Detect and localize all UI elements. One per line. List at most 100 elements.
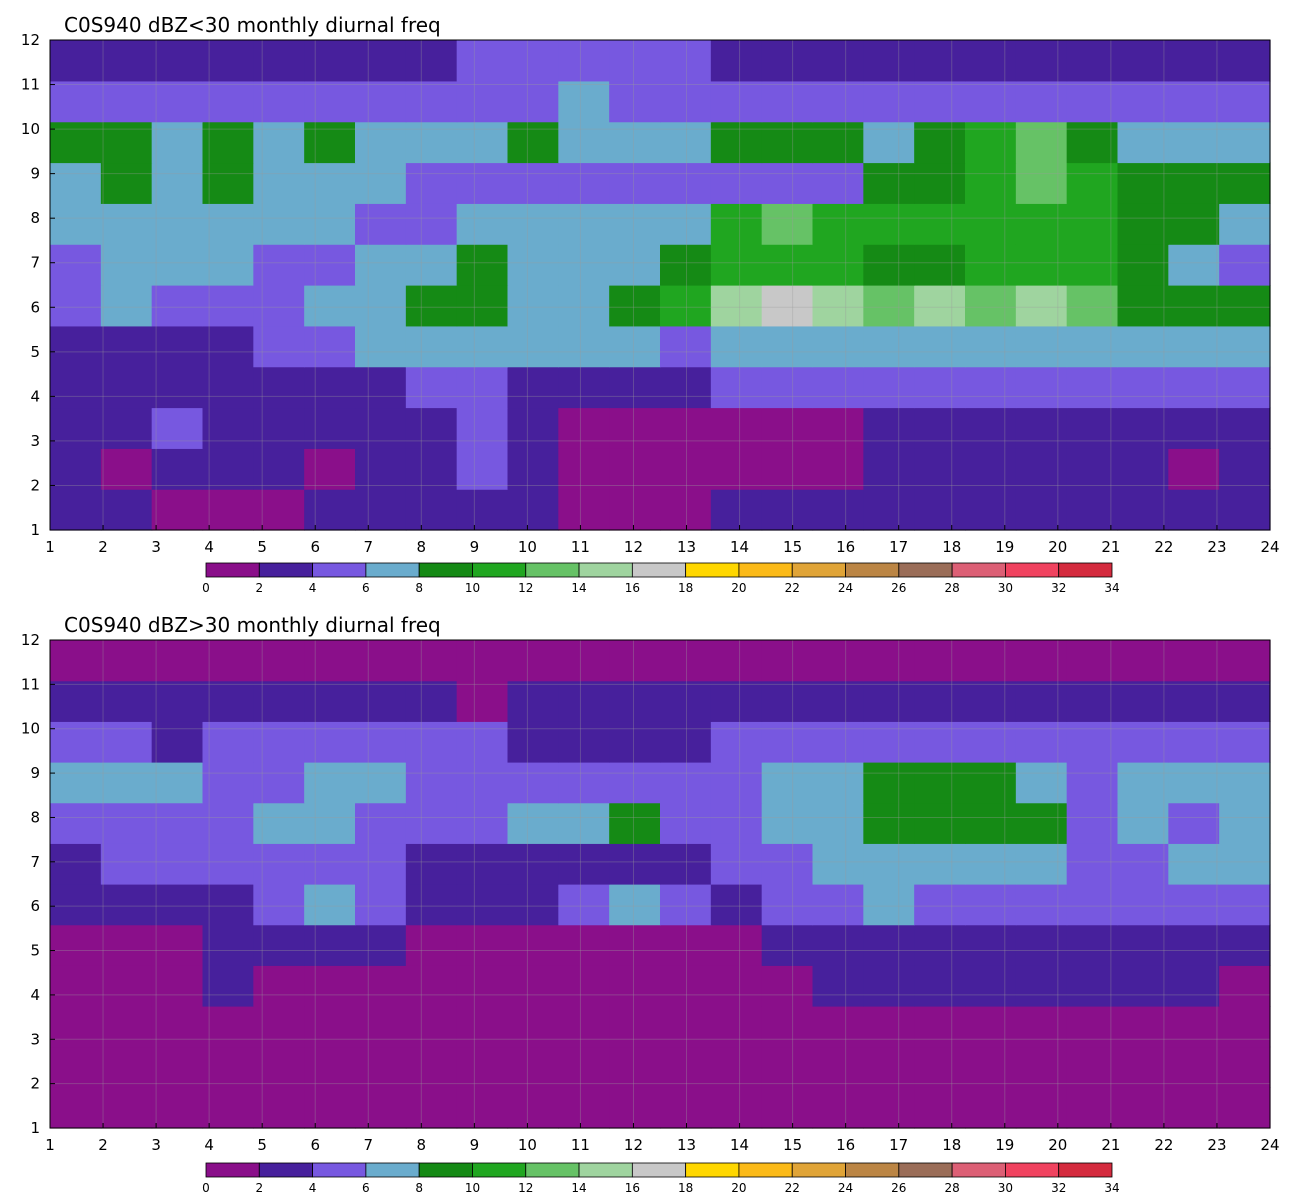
contour-cell [405, 640, 458, 682]
contour-cell [405, 325, 458, 368]
colorbar-swatch [1058, 1162, 1113, 1178]
contour-cell [710, 680, 763, 722]
contour-cell [863, 640, 915, 682]
contour-cell [1168, 203, 1220, 245]
contour-cell [1117, 884, 1169, 926]
contour-cell [812, 366, 864, 409]
contour-cell [304, 1087, 356, 1129]
contour-cell [1219, 40, 1271, 82]
contour-cell [761, 802, 814, 844]
x-tick-label: 22 [1154, 538, 1173, 556]
colorbar-label: 18 [678, 581, 693, 595]
contour-cell [761, 121, 814, 164]
contour-cell [660, 640, 712, 682]
contour-cell [1168, 721, 1220, 763]
contour-cell [965, 244, 1017, 286]
contour-cell [100, 762, 153, 804]
contour-cell [660, 244, 712, 286]
contour-cell [914, 40, 966, 82]
contour-cell [1117, 80, 1169, 123]
contour-cell [660, 965, 712, 1007]
contour-cell [558, 1087, 610, 1129]
contour-cell [253, 203, 305, 245]
contour-cell [863, 1006, 915, 1048]
contour-cell [965, 203, 1017, 245]
contour-cell [1168, 285, 1220, 327]
contour-cell [1168, 121, 1220, 164]
contour-cell [100, 1006, 153, 1048]
contour-cell [812, 203, 864, 245]
colorbar-label: 20 [731, 1181, 746, 1195]
contour-cell [100, 285, 153, 327]
contour-cell [456, 924, 509, 966]
x-tick-label: 4 [204, 1136, 214, 1154]
contour-cell [100, 203, 153, 245]
y-tick-label: 2 [30, 1075, 40, 1093]
contour-cell [558, 489, 610, 531]
contour-cell [202, 1087, 254, 1129]
contour-cell [507, 721, 559, 763]
contour-cell [558, 721, 610, 763]
contour-cell [202, 40, 254, 82]
x-tick-label: 12 [624, 1136, 643, 1154]
contour-cell [304, 162, 356, 204]
x-tick-label: 23 [1207, 1136, 1226, 1154]
x-tick-label: 16 [836, 1136, 855, 1154]
contour-cell [202, 489, 254, 531]
contour-cell [151, 489, 204, 531]
contour-cell [609, 448, 661, 490]
contour-cell [965, 924, 1017, 966]
contour-cell [405, 965, 458, 1007]
contour-cell [202, 121, 254, 164]
contour-cell [761, 40, 814, 82]
contour-cell [761, 1006, 814, 1048]
contour-cell [1015, 366, 1068, 409]
contour-cell [1117, 680, 1169, 722]
contour-cell [710, 489, 763, 531]
contour-cell [914, 407, 966, 449]
colorbar-label: 26 [891, 581, 906, 595]
contour-cell [558, 448, 610, 490]
contour-cell [660, 1006, 712, 1048]
contour-cell [609, 366, 661, 409]
contour-cell [1219, 80, 1271, 123]
contour-cell [609, 884, 661, 926]
contour-cell [660, 407, 712, 449]
contour-cell [1168, 448, 1220, 490]
colorbar-swatch [258, 562, 313, 578]
x-tick-label: 6 [310, 538, 320, 556]
contour-cell [1066, 924, 1119, 966]
colorbar-label: 34 [1104, 581, 1119, 595]
contour-cell [965, 721, 1017, 763]
colorbar-label: 16 [625, 581, 640, 595]
contour-cell [253, 762, 305, 804]
contour-cell [253, 1006, 305, 1048]
x-tick-label: 3 [151, 538, 161, 556]
contour-cell [1117, 762, 1169, 804]
contour-cell [812, 802, 864, 844]
contour-cell [812, 965, 864, 1007]
colorbar-label: 0 [202, 581, 210, 595]
contour-cell [1219, 965, 1271, 1007]
contour-cell [507, 121, 559, 164]
contour-cell [202, 721, 254, 763]
contour-cell [355, 884, 407, 926]
contour-cell [1117, 325, 1169, 368]
contour-cell [304, 407, 356, 449]
x-tick-label: 13 [677, 538, 696, 556]
contour-cell [965, 1046, 1017, 1088]
y-tick-label: 4 [30, 986, 40, 1004]
contour-cell [710, 203, 763, 245]
contour-cell [304, 285, 356, 327]
y-tick-label: 5 [30, 942, 40, 960]
contour-cell [507, 203, 559, 245]
contour-cell [405, 448, 458, 490]
contour-cell [812, 162, 864, 204]
contour-cell [1219, 162, 1271, 204]
x-tick-label: 23 [1207, 538, 1226, 556]
contour-cell [151, 965, 204, 1007]
contour-cell [507, 407, 559, 449]
contour-cell [1066, 802, 1119, 844]
contour-cell [1015, 407, 1068, 449]
contour-cell [710, 121, 763, 164]
